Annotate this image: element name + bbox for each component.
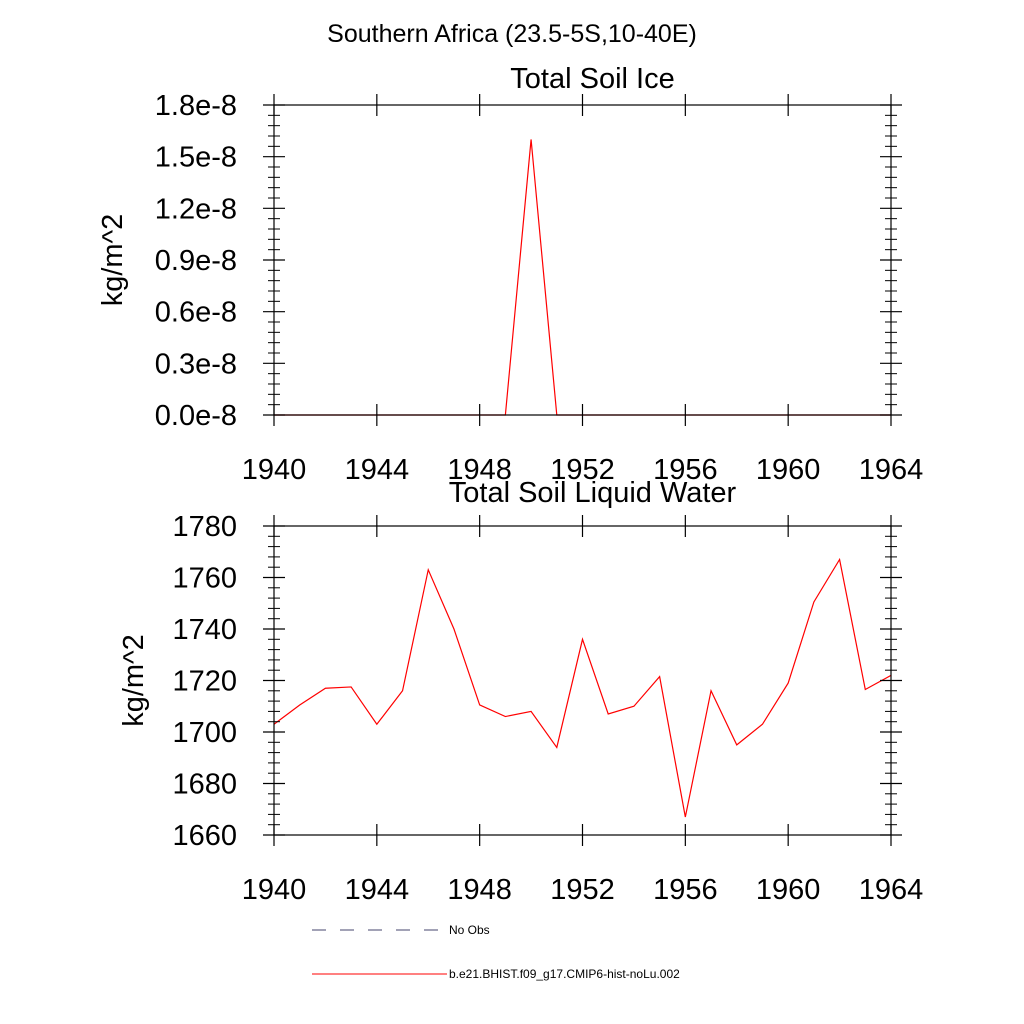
y-tick-label: 1680 xyxy=(172,769,237,801)
x-tick-label: 1952 xyxy=(550,874,615,906)
y-tick-label: 0.6e-8 xyxy=(155,297,237,329)
soil-ice-panel: Total Soil Ice kg/m^2 1940 1944 1948 1952 1956… xyxy=(97,63,923,486)
x-tick-label: 1944 xyxy=(345,454,410,486)
legend-label: b.e21.BHIST.f09_g17.CMIP6-hist-noLu.002 xyxy=(449,967,680,981)
legend-item-no-obs: No Obs xyxy=(312,923,490,937)
series-line xyxy=(274,139,891,416)
x-tick-label: 1944 xyxy=(345,874,410,906)
panel-title: Total Soil Ice xyxy=(510,63,674,95)
y-tick-label: 1780 xyxy=(172,511,237,543)
x-tick-label: 1948 xyxy=(447,454,512,486)
soil-liquid-water-panel: Total Soil Liquid Water kg/m^2 1940 1944 194… xyxy=(118,477,923,906)
y-tick-label: 0.3e-8 xyxy=(155,348,237,380)
panel-title: Total Soil Liquid Water xyxy=(449,477,737,509)
y-axis-label: kg/m^2 xyxy=(97,214,129,307)
y-tick-label: 0.0e-8 xyxy=(155,400,237,432)
y-tick-label: 1720 xyxy=(172,666,237,698)
plot-frame xyxy=(273,525,892,836)
y-tick-label: 1.5e-8 xyxy=(155,142,237,174)
x-tick-label: 1960 xyxy=(756,874,821,906)
legend: No Obs b.e21.BHIST.f09_g17.CMIP6-hist-no… xyxy=(312,923,680,981)
x-tick-label: 1956 xyxy=(653,874,718,906)
x-tick-label: 1940 xyxy=(242,874,307,906)
x-tick-label: 1940 xyxy=(242,454,307,486)
legend-label: No Obs xyxy=(449,923,490,937)
series-line xyxy=(273,557,892,818)
x-tick-label: 1948 xyxy=(447,874,512,906)
x-tick-label: 1956 xyxy=(653,454,718,486)
y-tick-label: 1760 xyxy=(172,563,237,595)
y-tick-label: 1.2e-8 xyxy=(155,193,237,225)
plot-frame xyxy=(273,104,892,416)
x-tick-label: 1952 xyxy=(550,454,615,486)
figure-title: Southern Africa (23.5-5S,10-40E) xyxy=(327,20,697,48)
legend-item-model-run: b.e21.BHIST.f09_g17.CMIP6-hist-noLu.002 xyxy=(312,967,680,981)
y-tick-label: 1700 xyxy=(172,717,237,749)
y-tick-label: 1.8e-8 xyxy=(155,90,237,122)
x-tick-label: 1964 xyxy=(859,454,924,486)
y-axis-label: kg/m^2 xyxy=(118,634,150,727)
y-tick-label: 1660 xyxy=(172,820,237,852)
x-tick-label: 1960 xyxy=(756,454,821,486)
y-tick-label: 0.9e-8 xyxy=(155,245,237,277)
y-tick-label: 1740 xyxy=(172,614,237,646)
x-tick-label: 1964 xyxy=(859,874,924,906)
